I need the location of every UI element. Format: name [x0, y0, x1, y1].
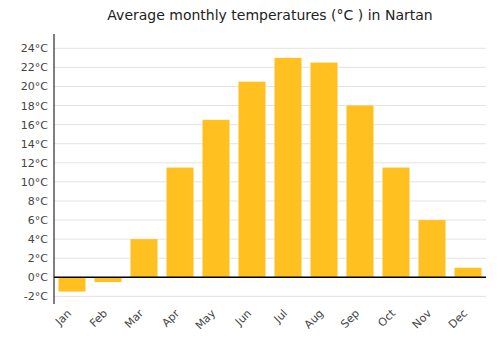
- x-tick-label: Jun: [232, 307, 254, 329]
- x-tick-label: Jul: [271, 307, 290, 326]
- grid-line: [54, 181, 486, 182]
- x-tick-label: Aug: [302, 307, 326, 331]
- y-tick-label: -2°C: [24, 290, 48, 303]
- bar: [455, 268, 482, 278]
- x-tick-label: Apr: [159, 307, 182, 330]
- y-tick-label: 8°C: [28, 195, 48, 208]
- grid-line: [54, 86, 486, 87]
- y-tick-label: 24°C: [21, 42, 48, 55]
- grid-line: [54, 105, 486, 106]
- y-tick-label: 22°C: [21, 61, 48, 74]
- y-tick-label: 18°C: [21, 100, 48, 113]
- title: Average monthly temperatures (°C ) in Na…: [107, 7, 432, 23]
- y-tick-label: 0°C: [28, 271, 48, 284]
- y-tick-label: 4°C: [28, 233, 48, 246]
- y-tick-label: 16°C: [21, 119, 48, 132]
- grid: [54, 48, 486, 296]
- grid-line: [54, 143, 486, 144]
- x-tick-label: Jan: [52, 307, 74, 329]
- bar: [239, 82, 266, 278]
- grid-line: [54, 277, 486, 278]
- bar: [275, 58, 302, 277]
- y-tick-label: 10°C: [21, 176, 48, 189]
- grid-line: [54, 67, 486, 68]
- x-tick-label: Dec: [446, 307, 470, 331]
- bar: [59, 277, 86, 291]
- y-tick-label: 2°C: [28, 252, 48, 265]
- chart-container: Average monthly temperatures (°C ) in Na…: [0, 0, 500, 350]
- x-tick-label: May: [193, 307, 219, 333]
- bar: [419, 220, 446, 277]
- y-tick-label: 6°C: [28, 214, 48, 227]
- bar: [347, 106, 374, 278]
- x-tick-label: Sep: [338, 307, 362, 331]
- grid-line: [54, 296, 486, 297]
- x-tick-label: Nov: [410, 307, 435, 332]
- y-tick-label: 14°C: [21, 138, 48, 151]
- y-tick-label: 20°C: [21, 80, 48, 93]
- y-tick-label: 12°C: [21, 157, 48, 170]
- zero-line: [54, 277, 486, 279]
- x-tick-label: Mar: [122, 307, 146, 331]
- y-axis-line: [54, 34, 55, 304]
- chart-svg: Average monthly temperatures (°C ) in Na…: [0, 0, 500, 350]
- grid-line: [54, 48, 486, 49]
- grid-line: [54, 124, 486, 125]
- bar: [203, 120, 230, 277]
- bar: [167, 168, 194, 278]
- bar: [311, 63, 338, 278]
- bar: [383, 168, 410, 278]
- bar: [131, 239, 158, 277]
- x-tick-label: Feb: [87, 307, 110, 330]
- grid-line: [54, 200, 486, 201]
- x-tick-label: Oct: [375, 306, 398, 329]
- grid-line: [54, 162, 486, 163]
- bars: [59, 58, 482, 292]
